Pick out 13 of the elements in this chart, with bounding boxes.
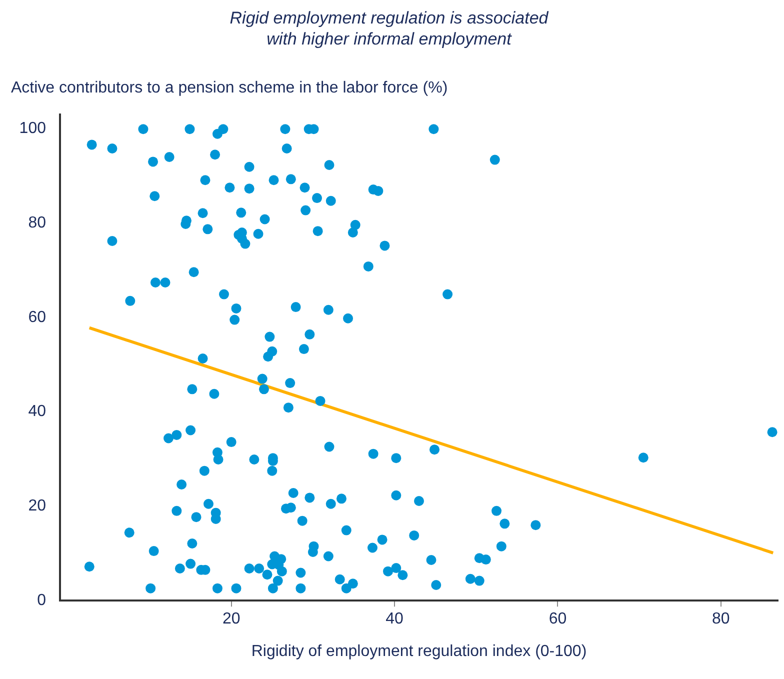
y-axis-title: Active contributors to a pension scheme in the labor force (%): [11, 79, 448, 96]
y-tick-label: 0: [37, 592, 46, 610]
chart-title: Rigid employment regulation is associated with higher informal employment: [230, 8, 549, 49]
y-tick-label: 100: [19, 120, 46, 138]
y-tick-label: 20: [28, 498, 46, 515]
x-axis-title: Rigidity of employment regulation index (0-100): [251, 642, 587, 660]
x-tick-label: 20: [222, 610, 240, 628]
y-tick-label: 60: [28, 308, 46, 326]
y-tick-label: 40: [28, 403, 46, 420]
x-tick-label: 40: [386, 610, 404, 628]
x-tick-label: 60: [548, 610, 567, 628]
x-tick-label: 80: [712, 610, 730, 628]
y-tick-label: 80: [28, 214, 46, 232]
